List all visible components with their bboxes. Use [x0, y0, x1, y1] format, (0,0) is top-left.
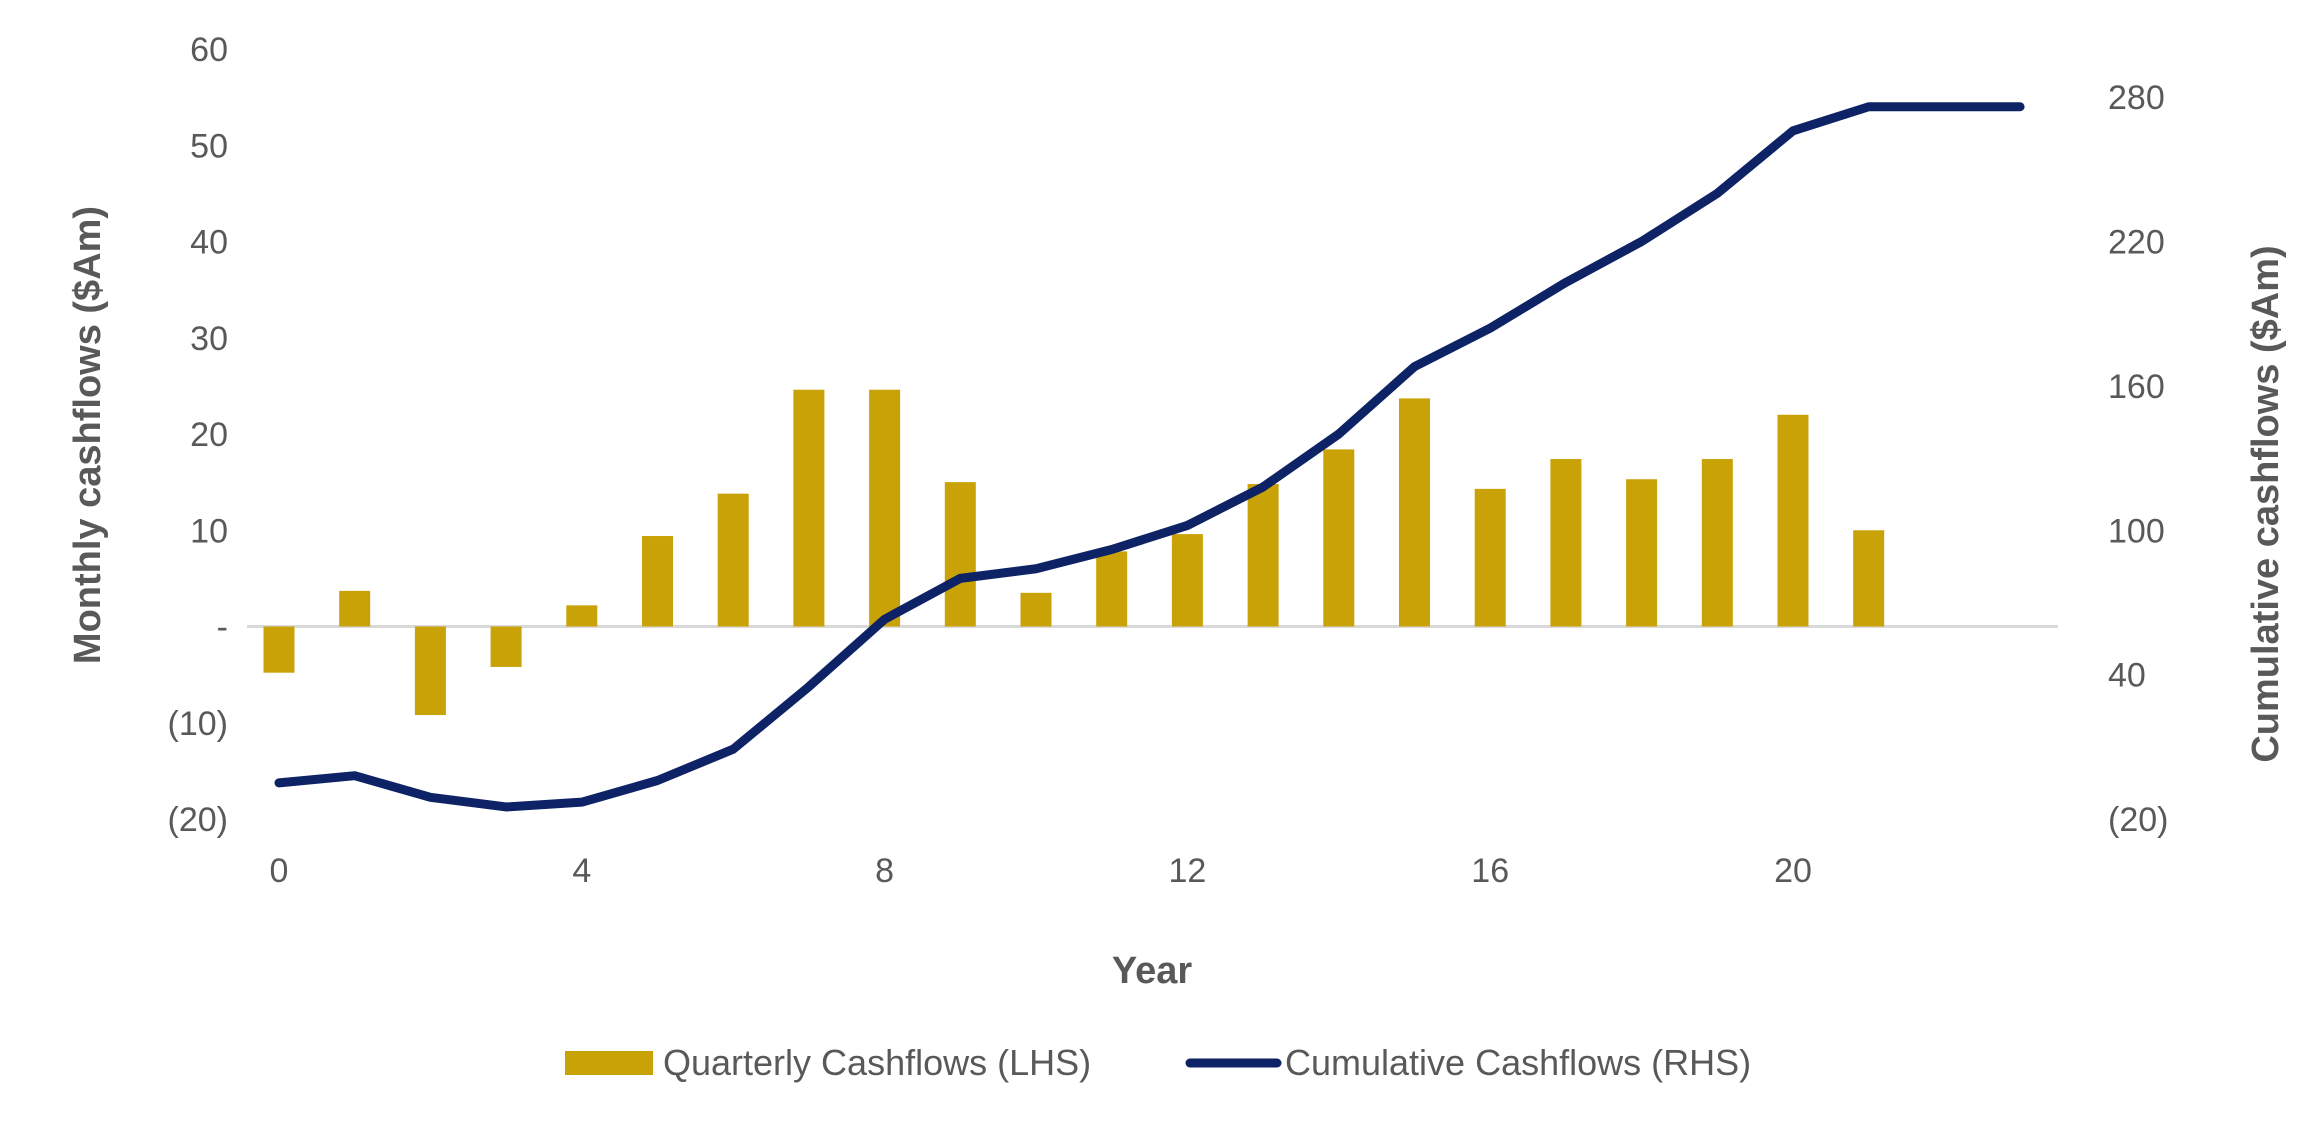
cumulative-line [274, 102, 2025, 812]
right-axis-title: Cumulative cashflows ($Am) [2245, 245, 2287, 762]
bar [1474, 488, 1506, 627]
x-tick-label: 4 [572, 852, 591, 890]
x-tick-label: 16 [1471, 852, 1509, 890]
right-tick-label: 40 [2108, 657, 2146, 695]
right-tick-label: 100 [2108, 512, 2165, 550]
bar [263, 626, 295, 673]
bar [1701, 459, 1733, 627]
bar [1626, 479, 1658, 627]
legend-bar-label: Quarterly Cashflows (LHS) [663, 1042, 1091, 1083]
bar [642, 536, 673, 627]
bar [1853, 530, 1885, 627]
bar [1020, 592, 1052, 627]
bar [1399, 398, 1430, 627]
bar [1247, 484, 1279, 627]
x-tick-label: 12 [1168, 852, 1206, 890]
bar [793, 389, 825, 627]
bar [1171, 534, 1203, 627]
right-tick-label: (20) [2108, 801, 2168, 839]
x-axis-ticks: 0 4 8 12 16 20 [270, 852, 1812, 890]
left-tick-label: - [217, 609, 228, 647]
left-tick-label: 20 [190, 416, 228, 454]
legend-line-label: Cumulative Cashflows (RHS) [1285, 1042, 1751, 1083]
left-tick-label: 40 [190, 224, 228, 262]
right-tick-label: 160 [2108, 368, 2165, 406]
right-axis-ticks: 280 220 160 100 40 (20) [2108, 79, 2168, 839]
bar [490, 626, 522, 667]
left-tick-label: 60 [190, 31, 228, 69]
x-tick-label: 8 [875, 852, 894, 890]
left-axis-title: Monthly cashflows ($Am) [67, 206, 109, 664]
left-tick-label: (20) [168, 801, 228, 839]
left-axis-ticks: 60 50 40 30 20 10 - (10) (20) [168, 31, 228, 839]
x-tick-label: 0 [270, 852, 289, 890]
bar [717, 493, 749, 627]
x-axis-title: Year [1112, 950, 1193, 992]
right-tick-label: 280 [2108, 79, 2165, 117]
right-tick-label: 220 [2108, 224, 2165, 262]
left-tick-label: (10) [168, 705, 228, 743]
bar [1096, 551, 1128, 627]
bar [1323, 449, 1355, 627]
left-tick-label: 30 [190, 320, 228, 358]
bar [414, 626, 446, 716]
left-tick-label: 10 [190, 512, 228, 550]
bar [869, 389, 901, 627]
legend: Quarterly Cashflows (LHS) Cumulative Cas… [565, 1042, 1751, 1083]
left-tick-label: 50 [190, 127, 228, 165]
legend-bar-swatch [565, 1051, 653, 1075]
bar [944, 482, 976, 627]
x-tick-label: 20 [1774, 852, 1812, 890]
bar [339, 590, 371, 627]
bar [566, 605, 598, 627]
bar [1550, 459, 1582, 627]
bar [1777, 414, 1809, 627]
bar-series [263, 389, 1885, 716]
